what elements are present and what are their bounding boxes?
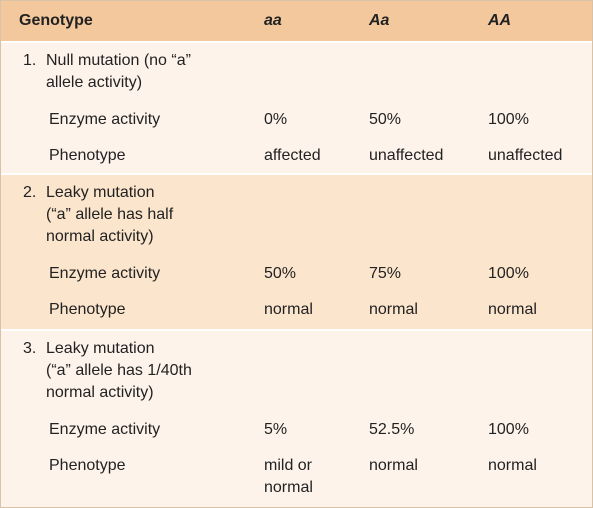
cell-value: unaffected — [369, 147, 444, 164]
cell-value: 5% — [264, 421, 288, 438]
row-label: Phenotype — [49, 301, 126, 318]
cell-value: normal — [488, 301, 537, 318]
header-cell: aa — [264, 12, 282, 29]
section-title-line: normal activity) — [46, 384, 154, 401]
cell-value: 50% — [369, 111, 402, 128]
section-title-line: Null mutation (no “a” — [46, 52, 191, 69]
row-label: Enzyme activity — [49, 111, 161, 128]
section: 2. Leaky mutation (“a” allele has half norm… — [1, 175, 592, 329]
row-label: Phenotype — [49, 147, 126, 164]
header-cell: Genotype — [19, 12, 93, 29]
section-number: 3. — [23, 340, 37, 357]
section-title-line: Leaky mutation — [46, 340, 155, 357]
cell-value: 0% — [264, 111, 288, 128]
section-title-line: normal activity) — [46, 228, 154, 245]
cell-value: 100% — [488, 265, 529, 282]
cell-value: 52.5% — [369, 421, 415, 438]
section: 1. Null mutation (no “a” allele activity) E… — [1, 43, 592, 173]
cell-value: normal — [264, 301, 313, 318]
cell-value: affected — [264, 147, 321, 164]
section: 3. Leaky mutation (“a” allele has 1/40th no… — [1, 331, 592, 507]
row-label: Phenotype — [49, 457, 126, 474]
cell-value: 100% — [488, 421, 529, 438]
cell-value: normal — [369, 457, 418, 474]
header-cell: Aa — [369, 12, 390, 29]
section-title-line: (“a” allele has 1/40th — [46, 362, 192, 379]
section-title-line: (“a” allele has half — [46, 206, 174, 223]
section-number: 2. — [23, 184, 37, 201]
section-title-line: Leaky mutation — [46, 184, 155, 201]
cell-value: 50% — [264, 265, 297, 282]
section-title-line: allele activity) — [46, 74, 143, 91]
cell-value: unaffected — [488, 147, 563, 164]
cell-value: mild or normal — [264, 457, 313, 496]
cell-value: normal — [488, 457, 537, 474]
header-cell: AA — [488, 12, 512, 29]
cell-value: 100% — [488, 111, 529, 128]
section-number: 1. — [23, 52, 37, 69]
cell-value: normal — [369, 301, 418, 318]
row-label: Enzyme activity — [49, 265, 161, 282]
cell-value: 75% — [369, 265, 402, 282]
row-label: Enzyme activity — [49, 421, 161, 438]
header-row: Genotype aa Aa AA — [1, 1, 592, 41]
